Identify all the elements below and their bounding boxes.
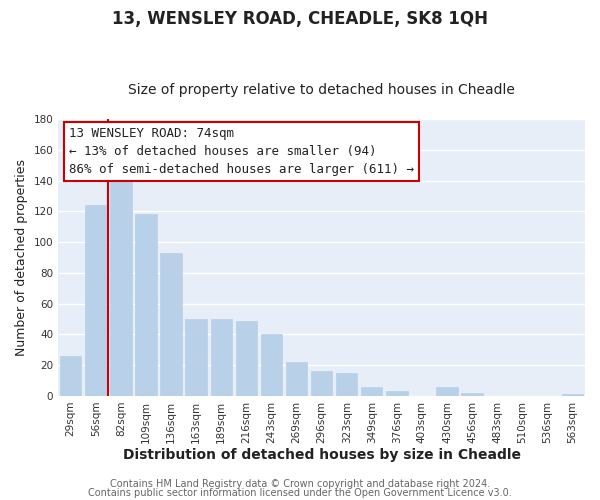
Text: Contains HM Land Registry data © Crown copyright and database right 2024.: Contains HM Land Registry data © Crown c… [110,479,490,489]
Bar [336,373,358,396]
X-axis label: Distribution of detached houses by size in Cheadle: Distribution of detached houses by size … [122,448,521,462]
Text: Contains public sector information licensed under the Open Government Licence v3: Contains public sector information licen… [88,488,512,498]
Bar [160,253,182,396]
Bar [261,334,282,396]
Bar [286,362,307,396]
Bar [85,205,106,396]
Bar [386,392,407,396]
Title: Size of property relative to detached houses in Cheadle: Size of property relative to detached ho… [128,83,515,97]
Bar [436,386,458,396]
Bar [461,393,483,396]
Bar [311,372,332,396]
Text: 13, WENSLEY ROAD, CHEADLE, SK8 1QH: 13, WENSLEY ROAD, CHEADLE, SK8 1QH [112,10,488,28]
Y-axis label: Number of detached properties: Number of detached properties [15,159,28,356]
Text: 13 WENSLEY ROAD: 74sqm
← 13% of detached houses are smaller (94)
86% of semi-det: 13 WENSLEY ROAD: 74sqm ← 13% of detached… [69,128,414,176]
Bar [361,386,382,396]
Bar [60,356,82,396]
Bar [211,319,232,396]
Bar [136,214,157,396]
Bar [110,165,131,396]
Bar [562,394,583,396]
Bar [236,320,257,396]
Bar [185,319,207,396]
